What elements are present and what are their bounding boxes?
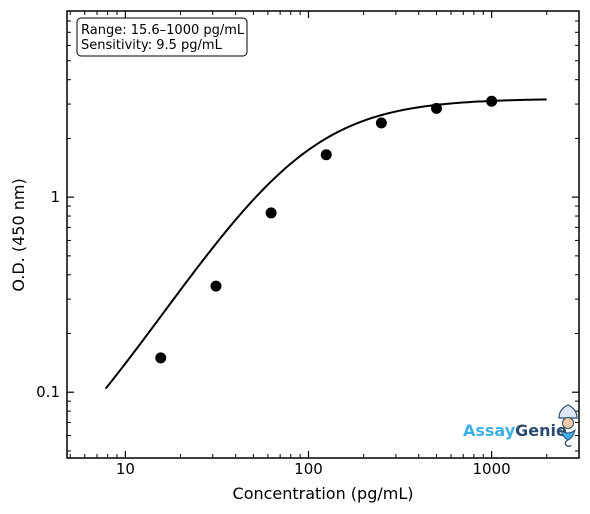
data-point	[486, 95, 498, 107]
x-axis-title: Concentration (pg/mL)	[233, 484, 414, 503]
data-point	[265, 207, 277, 219]
major-ticks	[67, 11, 579, 458]
logo-word-genie: Genie	[515, 421, 567, 440]
x-tick-label-10: 10	[116, 460, 135, 478]
x-tick-label-1000: 1000	[473, 460, 511, 478]
plot-area	[67, 11, 579, 458]
x-tick-label-100: 100	[294, 460, 323, 478]
logo-wordmark: AssayGenie	[463, 421, 567, 440]
data-point	[155, 352, 167, 364]
fit-curve-line	[104, 98, 547, 390]
logo-word-assay: Assay	[463, 421, 516, 440]
annotation-box	[76, 17, 248, 57]
y-axis-title: O.D. (450 nm)	[9, 178, 28, 291]
assaygenie-logo: AssayGenie	[463, 404, 578, 447]
data-point	[210, 280, 222, 292]
y-tick-label-0-1: 0.1	[36, 383, 60, 401]
data-points	[155, 95, 498, 364]
data-point	[375, 117, 387, 129]
data-point	[320, 149, 332, 161]
plot-frame	[66, 10, 580, 459]
data-point	[431, 102, 442, 114]
y-tick-label-1: 1	[50, 188, 60, 206]
annotation-sensitivity-text: Sensitivity: 9.5 pg/mL	[81, 38, 223, 53]
range-annotation: Range: 15.6–1000 pg/mL Sensitivity: 9.5 …	[76, 17, 248, 57]
genie-mascot-icon	[558, 404, 578, 447]
annotation-range-text: Range: 15.6–1000 pg/mL	[81, 23, 245, 38]
